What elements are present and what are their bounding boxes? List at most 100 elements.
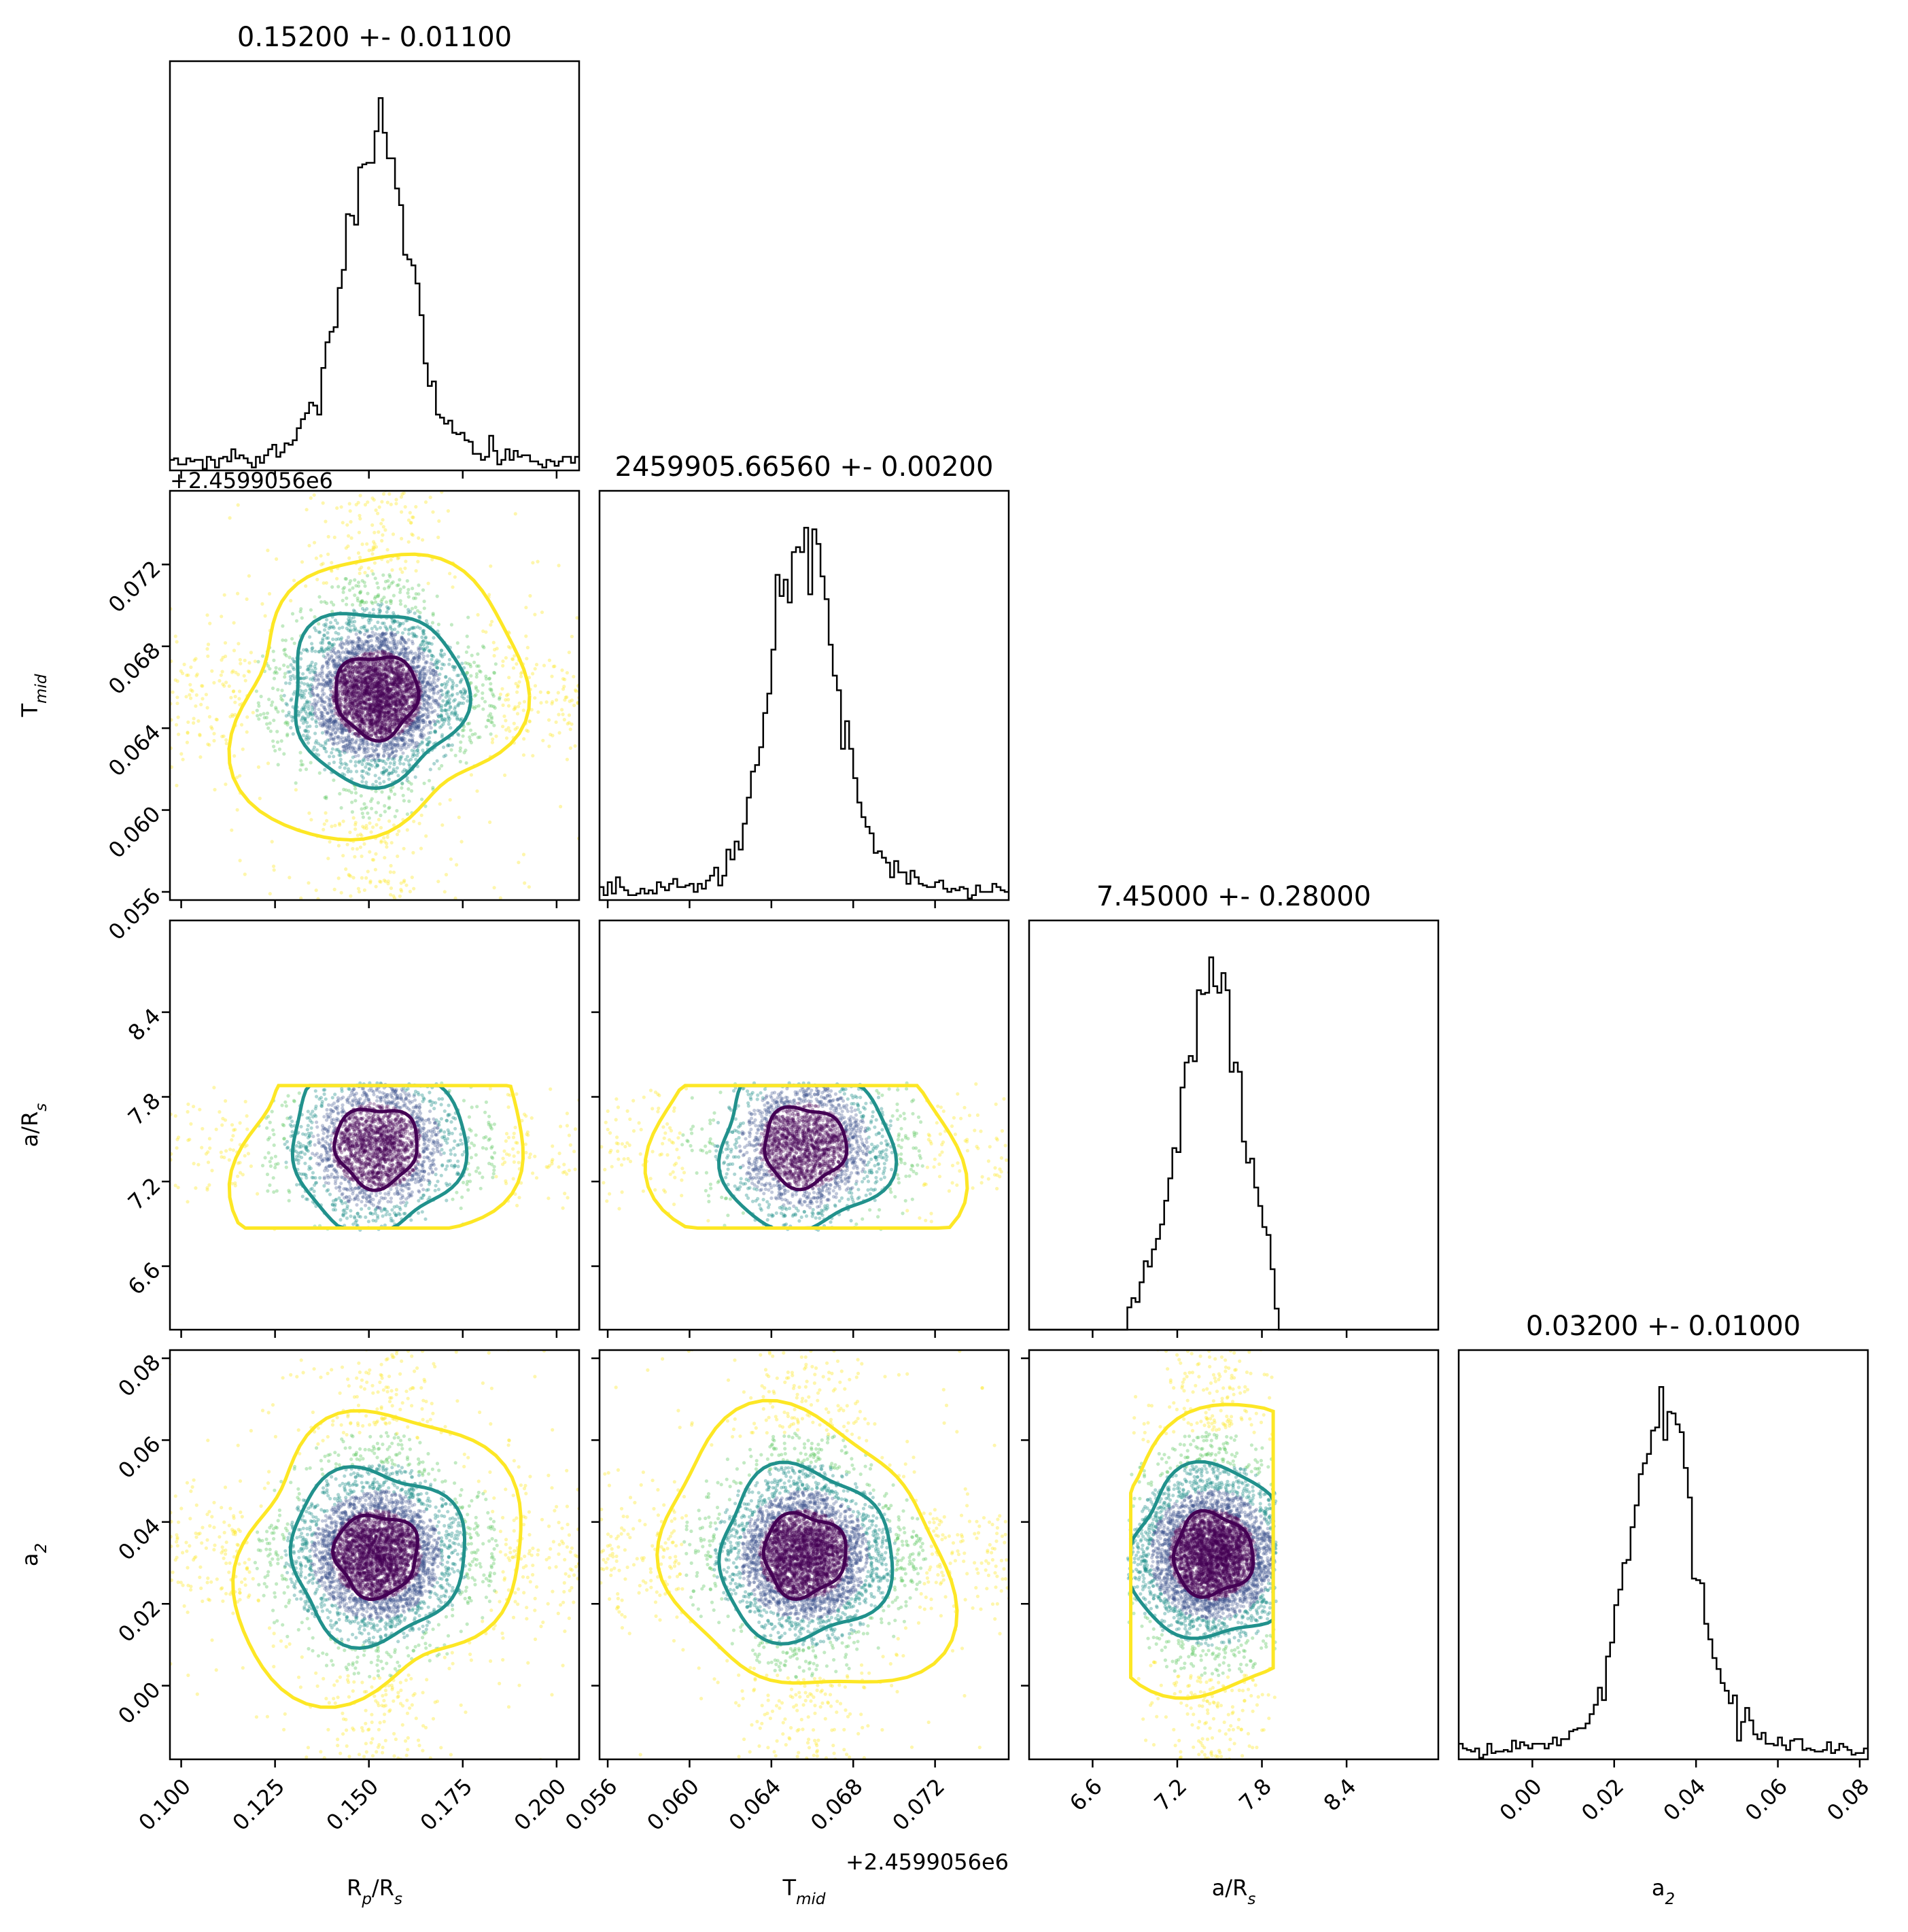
- sample-point: [531, 672, 535, 676]
- sample-point: [357, 629, 362, 634]
- sample-point: [432, 677, 436, 682]
- sample-point: [408, 609, 413, 614]
- sample-point: [337, 626, 341, 630]
- sample-point: [319, 675, 324, 679]
- sample-point: [380, 771, 384, 775]
- sample-point: [353, 760, 358, 764]
- sample-point: [372, 668, 376, 672]
- sample-point: [358, 713, 362, 717]
- sample-point: [418, 646, 422, 651]
- sample-point: [334, 904, 337, 908]
- sample-point: [472, 660, 476, 665]
- sample-point: [377, 676, 382, 680]
- sample-point: [373, 708, 378, 712]
- sample-point: [400, 631, 405, 635]
- sample-point: [373, 667, 377, 671]
- sample-point: [354, 628, 358, 632]
- sample-point: [272, 658, 276, 663]
- sample-point: [205, 613, 209, 617]
- sample-point: [266, 726, 271, 730]
- sample-point: [319, 563, 324, 567]
- sample-point: [390, 757, 394, 761]
- sample-point: [186, 731, 190, 735]
- sample-point: [282, 693, 286, 697]
- sample-point: [392, 676, 396, 680]
- sample-point: [373, 670, 377, 674]
- sample-point: [322, 654, 326, 658]
- sample-point: [413, 745, 417, 750]
- sample-point: [309, 818, 313, 822]
- sample-point: [371, 572, 375, 576]
- sample-point: [581, 655, 585, 658]
- sample-point: [351, 681, 355, 685]
- sample-point: [356, 691, 360, 695]
- sample-point: [464, 761, 468, 765]
- sample-point: [215, 718, 219, 722]
- sample-point: [348, 742, 352, 746]
- sample-point: [389, 666, 393, 670]
- sample-point: [472, 694, 477, 698]
- sample-point: [301, 672, 305, 676]
- sample-point: [385, 743, 389, 747]
- sample-point: [327, 673, 331, 677]
- sample-point: [363, 725, 367, 729]
- sample-point: [237, 697, 241, 701]
- sample-point: [251, 710, 255, 714]
- sample-point: [375, 581, 379, 585]
- sample-point: [199, 702, 203, 706]
- sample-point: [341, 727, 345, 731]
- sample-point: [374, 765, 378, 769]
- sample-point: [430, 485, 434, 488]
- sample-point: [389, 581, 394, 585]
- sample-point: [387, 706, 392, 710]
- sample-point: [315, 685, 319, 689]
- sample-point: [389, 729, 393, 733]
- sample-point: [390, 737, 394, 741]
- sample-point: [491, 737, 495, 741]
- sample-point: [404, 702, 408, 706]
- sample-point: [356, 661, 360, 665]
- sample-point: [421, 639, 426, 643]
- sample-point: [411, 850, 415, 855]
- sample-point: [346, 744, 350, 749]
- sample-point: [542, 663, 547, 668]
- sample-point: [371, 754, 376, 758]
- sample-point: [390, 686, 394, 691]
- sample-point: [433, 723, 437, 727]
- sample-point: [388, 761, 393, 765]
- sample-point: [383, 748, 388, 752]
- sample-point: [326, 663, 330, 668]
- sample-point: [406, 540, 411, 544]
- sample-point: [367, 816, 371, 820]
- sample-point: [232, 621, 236, 625]
- sample-point: [533, 667, 537, 671]
- sample-point: [364, 765, 368, 769]
- sample-point: [507, 676, 511, 680]
- sample-point: [385, 673, 389, 677]
- sample-point: [192, 721, 196, 725]
- sample-point: [440, 693, 445, 697]
- sample-point: [366, 685, 370, 689]
- sample-point: [387, 584, 392, 588]
- sample-point: [365, 481, 368, 485]
- sample-point: [353, 821, 358, 825]
- sample-point: [411, 658, 415, 662]
- sample-point: [536, 710, 540, 714]
- sample-point: [489, 717, 494, 721]
- sample-point: [276, 763, 280, 767]
- sample-point: [228, 516, 232, 520]
- sample-point: [335, 506, 339, 511]
- sample-point: [447, 743, 451, 747]
- sample-point: [355, 710, 360, 714]
- sample-point: [377, 642, 382, 646]
- sample-point: [506, 704, 511, 708]
- sample-point: [381, 753, 386, 757]
- sample-point: [522, 700, 527, 704]
- sample-point: [393, 714, 397, 719]
- sample-point: [377, 818, 381, 822]
- sample-point: [443, 717, 447, 721]
- sample-point: [433, 903, 436, 906]
- sample-point: [350, 694, 354, 698]
- sample-point: [361, 671, 365, 676]
- sample-point: [312, 745, 317, 749]
